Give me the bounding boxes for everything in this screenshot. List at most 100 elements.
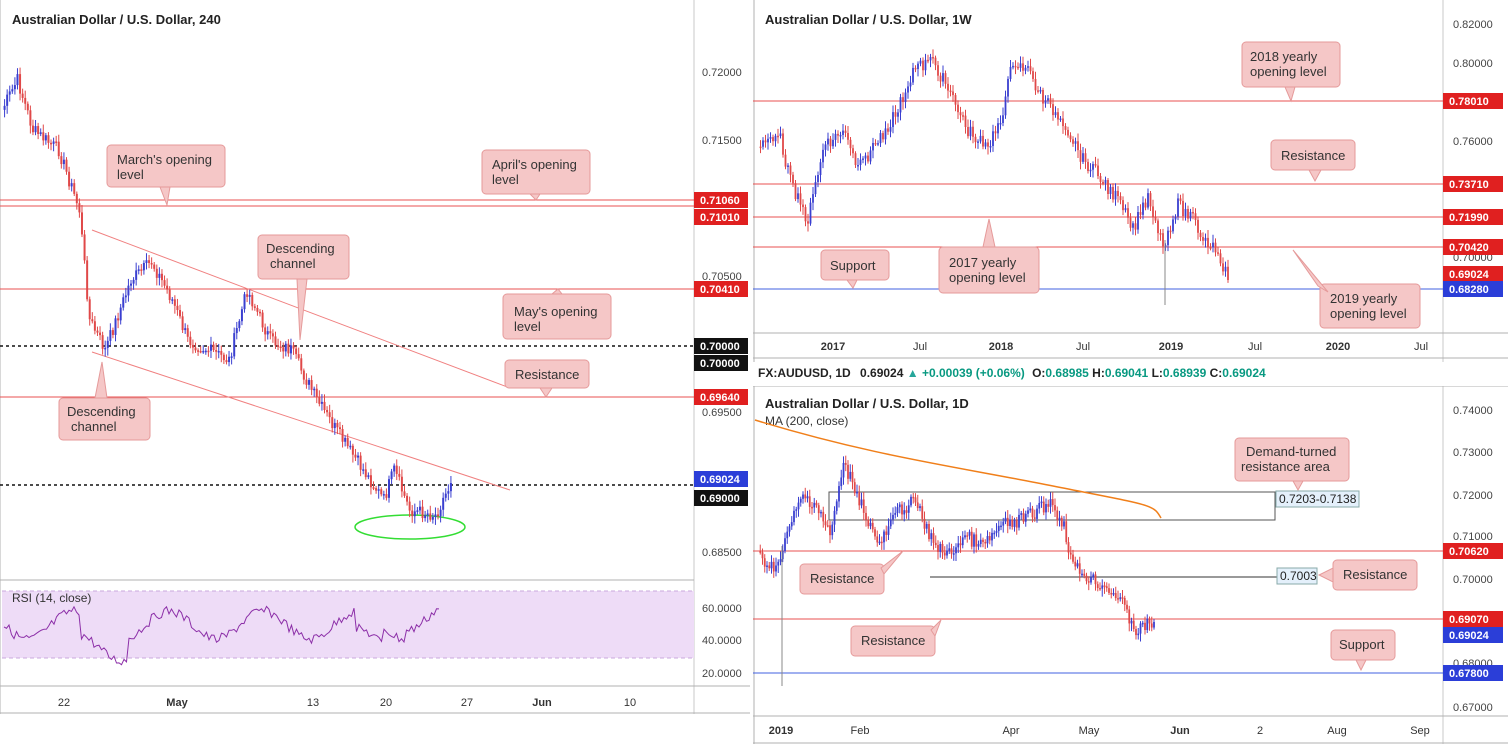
chart-canvas-1w[interactable]: 2018 yearly opening level Resistance Sup… — [753, 0, 1508, 362]
candle — [1027, 507, 1029, 518]
candle — [1056, 506, 1059, 527]
svg-text:Resistance: Resistance — [810, 571, 874, 586]
candle — [944, 70, 947, 89]
candle — [1017, 62, 1019, 71]
candle — [822, 143, 824, 169]
candle — [1217, 246, 1219, 256]
candle — [792, 171, 794, 187]
candle — [1036, 504, 1038, 523]
candle — [997, 520, 1000, 538]
candle — [932, 49, 934, 64]
candle — [947, 77, 949, 99]
candle — [418, 500, 421, 515]
candle — [320, 394, 323, 411]
candle — [153, 262, 156, 272]
x-tick-label: 2019 — [769, 725, 793, 737]
close-label: C: — [1209, 366, 1223, 380]
candle — [230, 352, 233, 365]
rsi-tick-label: 20.0000 — [702, 668, 742, 680]
candle — [3, 99, 6, 118]
candle — [847, 460, 849, 485]
candle — [341, 424, 344, 448]
candle — [1099, 173, 1102, 189]
candle — [874, 139, 877, 147]
callout-support-1w: Support — [820, 249, 890, 289]
candle — [323, 394, 326, 414]
candle — [880, 536, 883, 550]
candle — [372, 481, 375, 491]
candle — [877, 140, 879, 147]
callout-resistance-1d-left: Resistance — [799, 550, 904, 595]
x-tick-label: Apr — [1002, 725, 1019, 737]
candle — [295, 345, 298, 359]
price-tag: 0.69024 — [694, 471, 748, 487]
candle — [932, 527, 935, 550]
candle — [421, 499, 424, 523]
chart-canvas-1d[interactable]: 0.7203-0.7138 0.7003 Demand-turned resis… — [753, 386, 1508, 744]
candle — [1204, 233, 1207, 248]
candle — [923, 511, 926, 535]
candle — [1110, 588, 1113, 599]
candle — [1002, 517, 1005, 533]
candle — [912, 492, 915, 504]
x-tick-label: 2017 — [821, 341, 845, 353]
candle — [842, 456, 845, 485]
candle — [50, 139, 53, 151]
candle — [869, 518, 872, 530]
candle — [984, 139, 987, 150]
price-tag: 0.70420 — [1443, 239, 1503, 255]
candle — [55, 135, 58, 147]
candle — [447, 484, 450, 501]
price-tag-label: 0.73710 — [1449, 179, 1489, 191]
chart-panel-240[interactable]: Australian Dollar / U.S. Dollar, 240 Mar… — [0, 0, 750, 714]
candle — [789, 162, 792, 183]
zone-label-box — [1275, 490, 1360, 508]
candle — [1149, 190, 1152, 212]
candle — [1194, 208, 1197, 226]
candle — [878, 534, 881, 546]
candle — [892, 507, 894, 525]
candle — [1092, 161, 1094, 178]
candle — [1102, 179, 1104, 186]
candle — [251, 292, 254, 311]
candle — [238, 319, 241, 332]
svg-text:resistance area: resistance area — [1241, 459, 1331, 474]
svg-text:level: level — [117, 167, 144, 182]
candle — [398, 466, 401, 481]
candle — [885, 525, 888, 542]
candle — [884, 121, 887, 145]
candle — [829, 520, 831, 544]
candle — [1096, 581, 1099, 592]
candle — [80, 205, 83, 238]
candle — [1137, 627, 1140, 640]
candle — [1141, 620, 1144, 628]
chart-canvas-240[interactable]: March's opening level April's opening le… — [0, 0, 750, 714]
callout-may-opening: May's opening level — [502, 288, 612, 340]
y-tick-label: 0.80000 — [1453, 58, 1493, 70]
candle — [1174, 214, 1177, 224]
candle — [809, 197, 812, 226]
candle — [859, 153, 862, 171]
candle — [1019, 56, 1022, 72]
candle — [999, 115, 1002, 130]
svg-text:level: level — [492, 172, 519, 187]
candle — [119, 303, 122, 325]
candle — [964, 109, 967, 134]
candle — [93, 316, 96, 335]
candle — [894, 105, 897, 125]
candle — [847, 125, 849, 145]
chart-panel-1w[interactable]: Australian Dollar / U.S. Dollar, 1W 2018… — [753, 0, 1508, 362]
candle — [88, 296, 91, 326]
svg-text:opening level: opening level — [1250, 64, 1327, 79]
candle — [86, 256, 89, 302]
price-tag: 0.71990 — [1443, 209, 1503, 225]
candle — [844, 455, 847, 472]
candle — [799, 186, 802, 212]
candle — [987, 138, 989, 155]
candle — [1152, 199, 1154, 225]
candle — [202, 345, 205, 354]
chart-panel-1d[interactable]: Australian Dollar / U.S. Dollar, 1D MA (… — [753, 386, 1508, 744]
candle — [1062, 111, 1064, 134]
candle — [1105, 582, 1108, 592]
candle — [950, 543, 953, 559]
